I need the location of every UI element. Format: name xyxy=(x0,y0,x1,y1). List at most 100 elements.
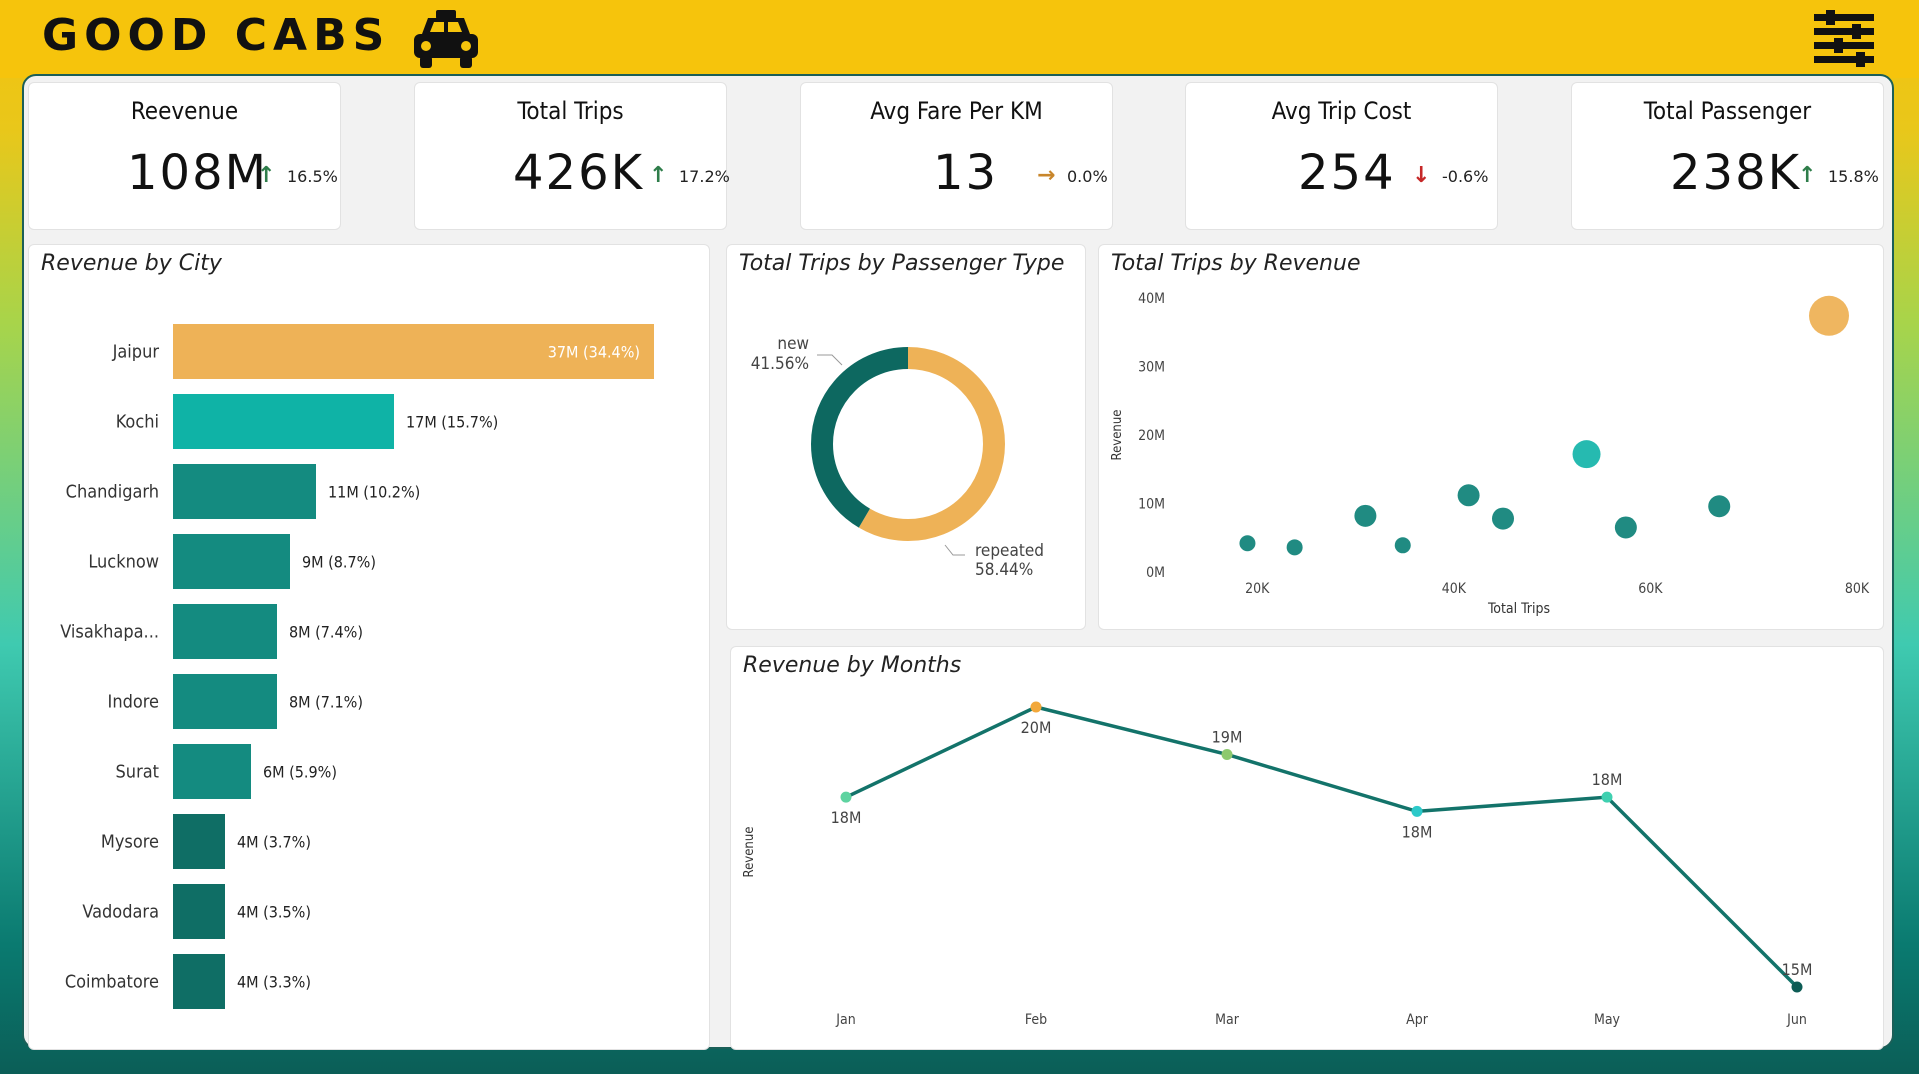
bar-category-label: Surat xyxy=(116,762,159,783)
line-point xyxy=(1791,981,1803,993)
bar-data-label: 9M (8.7%) xyxy=(302,553,376,572)
bar-data-label: 4M (3.7%) xyxy=(237,833,311,852)
top-bar: GOOD CABS xyxy=(0,0,1919,78)
donut-value-label: 58.44% xyxy=(975,560,1033,580)
scatter-point xyxy=(1239,535,1256,552)
kpi-card-revenue: Reevenue 108M ↑ 16.5% xyxy=(28,82,341,230)
line-point xyxy=(1411,805,1423,817)
y-axis-label: Revenue xyxy=(742,827,757,878)
kpi-card-total-trips: Total Trips 426K ↑ 17.2% xyxy=(414,82,730,230)
kpi-delta: 15.8% xyxy=(1828,167,1879,186)
bar-category-label: Jaipur xyxy=(112,342,160,363)
arrow-up-icon: ↑ xyxy=(1798,163,1817,188)
x-tick-label: Jan xyxy=(835,1012,855,1028)
kpi-card-total-passenger: Total Passenger 238K ↑ 15.8% xyxy=(1571,82,1884,230)
y-tick-label: 10M xyxy=(1138,497,1165,513)
kpi-title: Avg Trip Cost xyxy=(1271,97,1412,125)
kpi-card-avg-fare-per-km: Avg Fare Per KM 13 → 0.0% xyxy=(800,82,1113,230)
arrow-down-icon: ↓ xyxy=(1412,163,1431,188)
revenue-by-months-visual[interactable]: Revenue by Months 18M Jan 20M Feb 19M Mar 18M A… xyxy=(730,646,1884,1050)
bar-category-label: Chandigarh xyxy=(66,482,159,503)
scatter-point xyxy=(1354,504,1377,527)
bar xyxy=(173,604,277,659)
chart-title: Revenue by Months xyxy=(743,653,962,678)
leader-line xyxy=(944,544,965,556)
donut-label: repeated xyxy=(975,541,1044,561)
line-data-label: 18M xyxy=(1592,770,1623,789)
line-data-label: 20M xyxy=(1021,718,1052,737)
x-tick-label: May xyxy=(1594,1012,1621,1028)
x-tick-label: Mar xyxy=(1215,1012,1240,1028)
y-tick-label: 0M xyxy=(1146,565,1165,581)
revenue-by-city-visual[interactable]: Revenue by City Jaipur 37M (34.4%) Kochi 17… xyxy=(28,244,710,1050)
bar-category-label: Lucknow xyxy=(88,552,159,573)
kpi-value: 13 xyxy=(933,145,999,201)
line-data-label: 18M xyxy=(831,808,862,827)
line-point xyxy=(1221,748,1233,760)
x-tick-label: 80K xyxy=(1845,581,1870,597)
bar xyxy=(173,954,225,1009)
bar xyxy=(173,744,251,799)
bar-data-label: 6M (5.9%) xyxy=(263,763,337,782)
bar-data-label: 4M (3.3%) xyxy=(237,973,311,992)
scatter-point xyxy=(1286,539,1303,556)
scatter-point xyxy=(1572,440,1601,469)
arrow-up-icon: ↑ xyxy=(257,163,276,188)
trips-by-passenger-type-visual[interactable]: Total Trips by Passenger Type new 41.56% r… xyxy=(726,244,1086,630)
donut-value-label: 41.56% xyxy=(751,354,809,374)
kpi-delta: 16.5% xyxy=(287,167,338,186)
bar xyxy=(173,884,225,939)
x-tick-label: Jun xyxy=(1786,1012,1807,1028)
scatter-point xyxy=(1492,507,1514,530)
trips-by-revenue-visual[interactable]: Total Trips by Revenue 20K 40K 60K 80K 0M 10M… xyxy=(1098,244,1884,630)
scatter-point xyxy=(1614,516,1637,539)
donut-slice xyxy=(811,347,1005,541)
revenue-by-months-line-chart: 18M Jan 20M Feb 19M Mar 18M Apr 18M May 15M Jun Reve… xyxy=(742,701,1813,1028)
bar-data-label: 37M (34.4%) xyxy=(548,343,640,362)
line-point xyxy=(1030,701,1042,713)
x-axis-label: Total Trips xyxy=(1487,601,1550,617)
bar-data-label: 8M (7.1%) xyxy=(289,693,363,712)
kpi-title: Total Passenger xyxy=(1643,97,1812,125)
taxi-icon xyxy=(414,10,478,68)
bar-data-label: 8M (7.4%) xyxy=(289,623,363,642)
arrow-up-icon: ↑ xyxy=(649,163,668,188)
line-series xyxy=(845,705,1799,989)
revenue-by-city-chart: Jaipur 37M (34.4%) Kochi 17M (15.7%) Chandig… xyxy=(60,324,654,1009)
bar-category-label: Visakhapa... xyxy=(60,622,159,643)
leader-line xyxy=(817,354,843,366)
kpi-delta: 17.2% xyxy=(679,167,730,186)
scatter-point xyxy=(1394,537,1411,554)
x-tick-label: Apr xyxy=(1406,1012,1429,1028)
y-axis-label: Revenue xyxy=(1110,410,1125,461)
bar-category-label: Kochi xyxy=(116,412,159,433)
kpi-value: 426K xyxy=(513,145,645,201)
bar-category-label: Vadodara xyxy=(82,902,159,923)
kpi-value: 238K xyxy=(1670,145,1802,201)
kpi-delta: -0.6% xyxy=(1442,167,1489,186)
bar xyxy=(173,674,277,729)
bar xyxy=(173,464,316,519)
kpi-card-avg-trip-cost: Avg Trip Cost 254 ↓ -0.6% xyxy=(1185,82,1498,230)
arrow-right-icon: → xyxy=(1037,163,1056,188)
app-title: GOOD CABS xyxy=(42,10,391,61)
y-tick-label: 20M xyxy=(1138,428,1165,444)
bar xyxy=(173,534,290,589)
bar-data-label: 17M (15.7%) xyxy=(406,413,498,432)
kpi-title: Total Trips xyxy=(517,97,624,125)
chart-title: Total Trips by Passenger Type xyxy=(739,251,1065,276)
kpi-value: 108M xyxy=(127,145,269,201)
line-data-label: 15M xyxy=(1782,960,1813,979)
x-tick-label: Feb xyxy=(1025,1012,1047,1028)
scatter-point xyxy=(1457,484,1480,507)
line-point xyxy=(840,791,852,803)
x-tick-label: 20K xyxy=(1245,581,1270,597)
donut-label: new xyxy=(777,334,809,354)
kpi-title: Reevenue xyxy=(130,97,239,125)
chart-title: Total Trips by Revenue xyxy=(1111,251,1361,276)
sliders-icon[interactable] xyxy=(1812,8,1876,68)
bar xyxy=(173,324,654,379)
y-tick-label: 40M xyxy=(1138,291,1165,307)
trips-vs-revenue-scatter-chart: 20K 40K 60K 80K 0M 10M 20M 30M 40M Total Trips Rev… xyxy=(1110,291,1870,617)
